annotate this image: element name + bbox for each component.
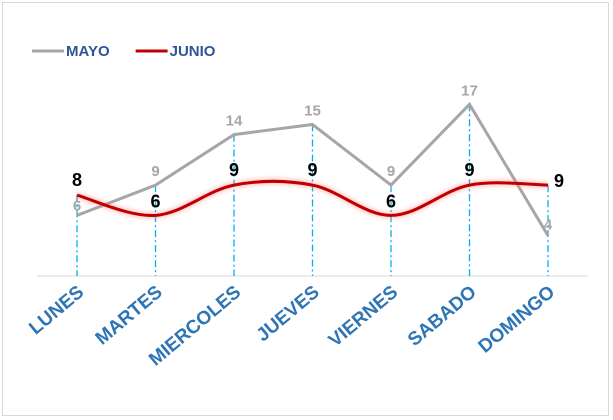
label-mayo-martes: 9 [151, 163, 159, 180]
label-junio-martes: 6 [150, 191, 160, 211]
x-tick-label-martes: MARTES [92, 282, 167, 350]
label-junio-sabado: 9 [464, 160, 474, 180]
label-junio-miercoles: 9 [229, 160, 239, 180]
label-junio-jueves: 9 [307, 160, 317, 180]
legend-label-junio: JUNIO [170, 43, 216, 60]
label-mayo-lunes: 6 [73, 197, 81, 214]
label-junio-lunes: 8 [72, 170, 82, 190]
x-tick-label-lunes: LUNES [25, 282, 88, 339]
x-tick-label-domingo: DOMINGO [475, 282, 560, 358]
series-junio-line [76, 179, 549, 217]
chart-frame [2, 2, 609, 416]
x-tick-label-viernes: VIERNES [325, 282, 402, 352]
label-junio-domingo: 9 [554, 171, 564, 191]
label-mayo-viernes: 9 [387, 163, 395, 180]
label-mayo-sabado: 17 [461, 82, 478, 99]
series-mayo-line [76, 101, 550, 237]
label-mayo-domingo: 4 [544, 217, 553, 234]
label-mayo-miercoles: 14 [226, 113, 243, 130]
x-tick-label-jueves: JUEVES [253, 282, 324, 346]
label-mayo-jueves: 15 [304, 103, 321, 120]
legend-label-mayo: MAYO [66, 43, 110, 60]
label-junio-viernes: 6 [386, 191, 396, 211]
x-tick-label-sabado: SABADO [404, 282, 481, 351]
